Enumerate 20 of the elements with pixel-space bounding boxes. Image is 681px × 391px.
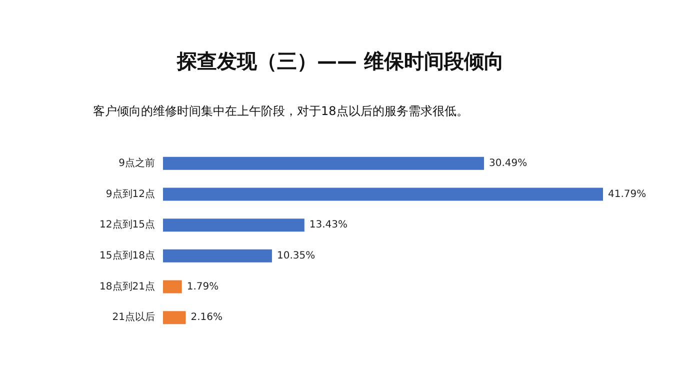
data-label: 13.43% <box>309 220 348 231</box>
y-tick-label: 18点到21点 <box>100 280 155 292</box>
bar <box>163 311 186 324</box>
data-label: 30.49% <box>489 158 528 169</box>
bar <box>163 280 182 294</box>
data-label: 2.16% <box>190 312 223 324</box>
y-tick-label: 12点到15点 <box>100 218 155 231</box>
data-label: 10.35% <box>276 250 316 262</box>
y-tick-label: 9点之前 <box>118 156 155 169</box>
data-label: 41.79% <box>608 188 646 200</box>
chart-subtitle: 客户倾向的维修时间集中在上午阶段，对于18点以后的服务需求很低。 <box>93 104 468 118</box>
y-tick-label: 15点到18点 <box>100 249 155 262</box>
bar <box>163 188 603 201</box>
bar <box>163 218 304 232</box>
y-tick-label: 9点到12点 <box>106 188 155 200</box>
bar <box>163 156 484 170</box>
y-tick-label: 21点以后 <box>112 311 155 324</box>
chart-title: 探查发现（三）—— 维保时间段倾向 <box>176 49 504 73</box>
bar <box>163 249 272 262</box>
data-label: 1.79% <box>186 281 219 292</box>
